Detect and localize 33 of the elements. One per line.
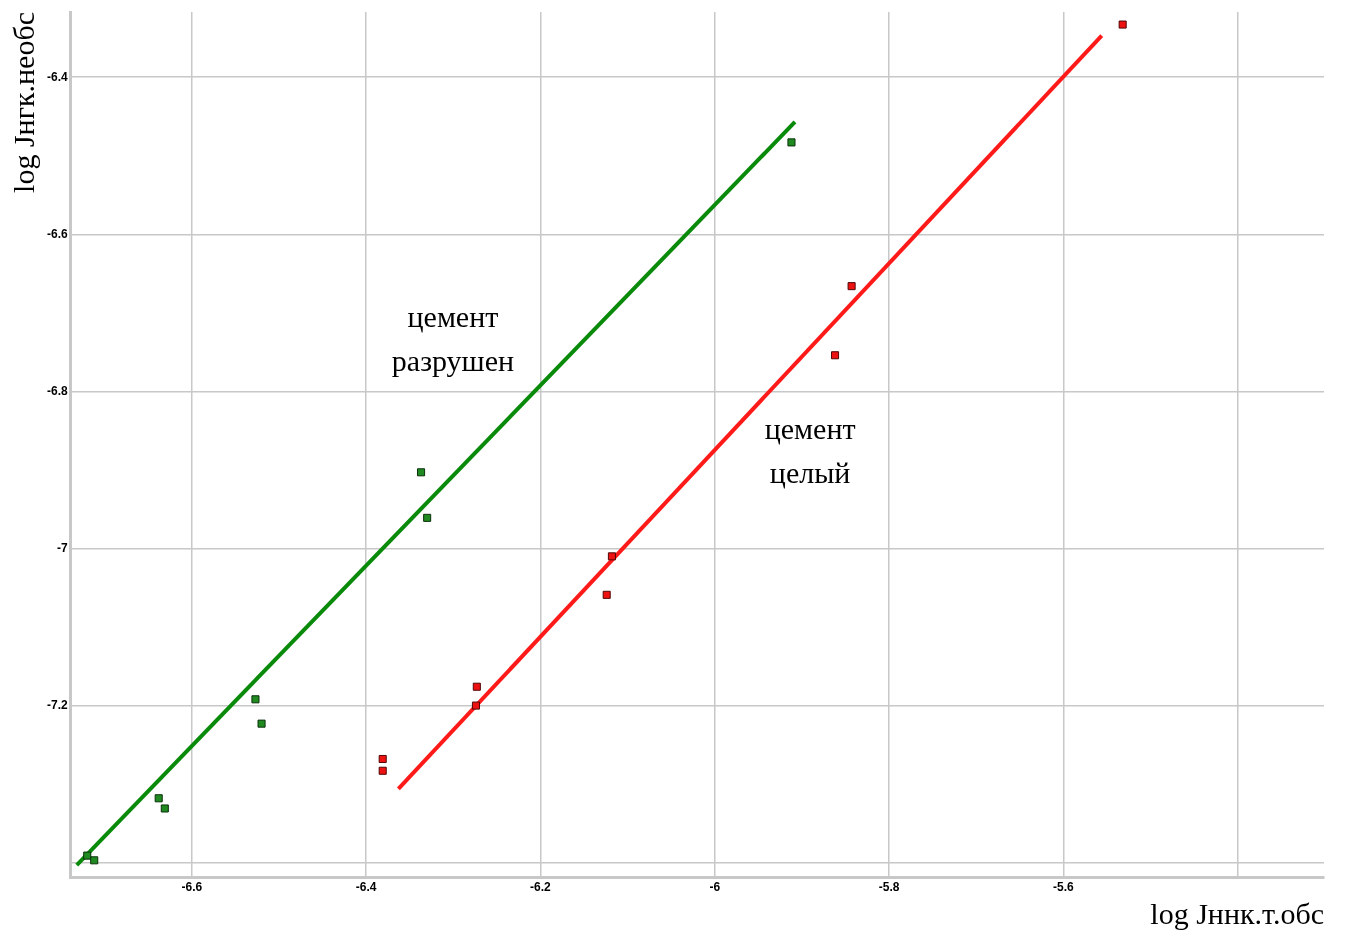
y-tick-label: -6.4	[46, 69, 68, 84]
point	[831, 351, 840, 360]
x-tick-label: -5.8	[878, 880, 900, 895]
point	[90, 856, 99, 865]
y-tick-label: -7	[57, 540, 68, 555]
y-tick-label: -6.8	[46, 383, 68, 398]
x-tick-label: -5.6	[1053, 880, 1075, 895]
x-tick-label: -6.4	[355, 880, 377, 895]
point	[607, 552, 616, 561]
point	[154, 794, 163, 803]
point	[423, 513, 432, 522]
point	[602, 590, 611, 599]
y-tick-label: -7.2	[46, 697, 68, 712]
point	[251, 695, 260, 704]
point	[1118, 20, 1127, 29]
annotation: цемент разрушен	[391, 299, 515, 377]
point	[787, 138, 796, 147]
point	[83, 851, 92, 860]
point	[160, 804, 169, 813]
point	[417, 468, 426, 477]
annotation: цемент целый	[764, 412, 856, 490]
point	[257, 719, 266, 728]
y-axis-title: log Jнгк.необс	[6, 12, 40, 193]
y-tick-label: -6.6	[46, 226, 68, 241]
point	[471, 701, 480, 710]
point	[472, 682, 481, 691]
x-axis-title: log Jннк.т.обс	[1150, 896, 1324, 930]
point	[847, 282, 856, 291]
x-tick-label: -6.2	[530, 880, 552, 895]
x-tick-label: -6	[709, 880, 721, 895]
x-tick-label: -6.6	[181, 880, 203, 895]
point	[378, 766, 387, 775]
point	[378, 754, 387, 764]
